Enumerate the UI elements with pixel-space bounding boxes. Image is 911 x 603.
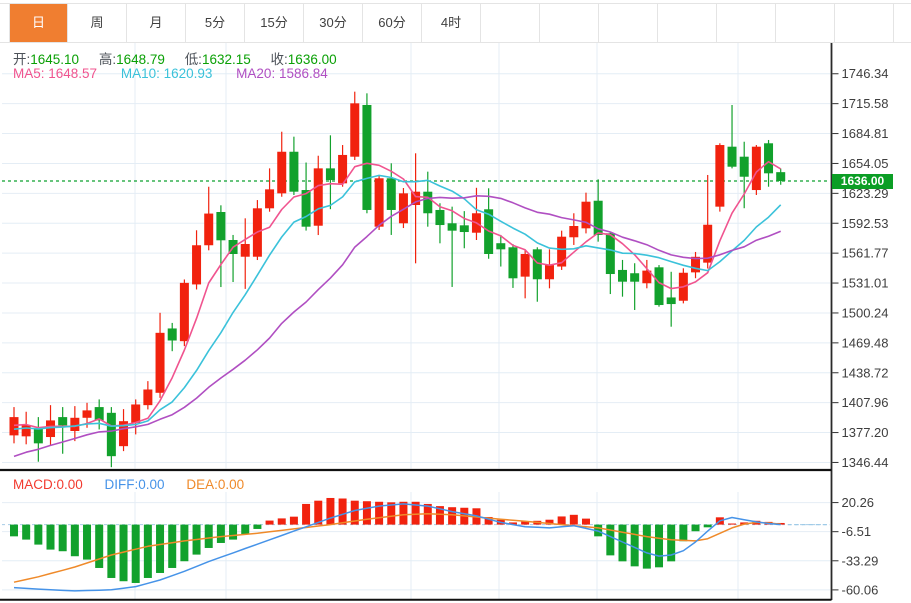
axis-label: 1377.20 <box>842 425 889 440</box>
axis-label: 1715.58 <box>842 96 889 111</box>
ma5-value: MA5: 1648.57 <box>13 66 98 81</box>
candles <box>9 91 786 468</box>
low-label: 低: <box>184 52 202 67</box>
tab-empty-cell <box>776 4 835 42</box>
tab-周[interactable]: 周 <box>68 4 127 42</box>
open-label: 开: <box>13 52 31 67</box>
timeframe-tab-bar: 日周月 5分 15分 30分 60分 4时 <box>0 3 911 43</box>
axis-label: 1654.05 <box>842 156 889 171</box>
ma10-line <box>13 174 782 430</box>
close-value: 1636.00 <box>287 52 337 67</box>
tab-empty-cell <box>481 4 540 42</box>
tab-empty-cell <box>717 4 776 42</box>
tab-月[interactable]: 月 <box>127 4 186 42</box>
axis-label: 1592.53 <box>842 216 889 231</box>
ma20-line <box>13 195 781 458</box>
ohlc-header: 开:1645.10 高:1648.79 低:1632.15 收:1636.00 <box>13 48 353 68</box>
tab-30分[interactable]: 30分 <box>304 4 363 42</box>
tab-15分[interactable]: 15分 <box>245 4 304 42</box>
high-label: 高: <box>98 52 117 67</box>
price-axis: 1746.34 1715.58 1684.81 1654.05 1623.29 1592.… <box>832 66 889 597</box>
open-value: 1645.10 <box>30 52 80 67</box>
axis-label: 1561.77 <box>842 246 889 261</box>
tab-empty-cell <box>835 4 894 42</box>
borders <box>0 42 833 601</box>
axis-label: 1623.29 <box>842 186 889 201</box>
ma10-value: MA10: 1620.93 <box>120 66 213 81</box>
axis-label: 1531.01 <box>842 276 889 291</box>
axis-label: -33.29 <box>842 553 879 568</box>
ma-header: MA5: 1648.57 MA10: 1620.93 MA20: 1586.84 <box>13 66 348 81</box>
macd-value: MACD:0.00 <box>13 477 83 492</box>
axis-label: 1684.81 <box>842 126 889 141</box>
tab-empty-cell <box>540 4 599 42</box>
diff-line <box>13 503 781 592</box>
axis-label: 20.26 <box>842 495 875 510</box>
axis-label: -6.51 <box>842 524 872 539</box>
low-value: 1632.15 <box>201 52 251 67</box>
axis-label: 1438.72 <box>842 365 889 380</box>
tab-empty-cell <box>658 4 717 42</box>
axis-label: 1407.96 <box>842 395 889 410</box>
diff-value: DIFF:0.00 <box>104 477 165 492</box>
axis-label: -60.06 <box>842 582 879 597</box>
grid-lines <box>2 42 830 599</box>
axis-label: 1500.24 <box>842 305 889 320</box>
ma5-line <box>13 160 782 429</box>
axis-label: 1746.34 <box>842 66 889 81</box>
dea-value: DEA:0.00 <box>186 477 245 492</box>
current-price-tag: 1636.00 <box>832 174 893 189</box>
tab-5分[interactable]: 5分 <box>186 4 245 42</box>
dea-line <box>13 512 781 583</box>
axis-label: 1346.44 <box>842 455 889 470</box>
tab-empty-cell <box>599 4 658 42</box>
close-label: 收: <box>270 52 288 67</box>
ma20-value: MA20: 1586.84 <box>236 66 328 81</box>
tab-60分[interactable]: 60分 <box>363 4 422 42</box>
macd-histogram <box>10 497 785 583</box>
axis-label: 1469.48 <box>842 335 889 350</box>
tab-4时[interactable]: 4时 <box>422 4 481 42</box>
tab-日[interactable]: 日 <box>9 4 68 42</box>
high-value: 1648.79 <box>116 52 165 67</box>
macd-header: MACD:0.00 DIFF:0.00 DEA:0.00 <box>13 477 262 492</box>
